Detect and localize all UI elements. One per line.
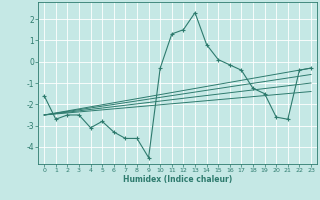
X-axis label: Humidex (Indice chaleur): Humidex (Indice chaleur) (123, 175, 232, 184)
